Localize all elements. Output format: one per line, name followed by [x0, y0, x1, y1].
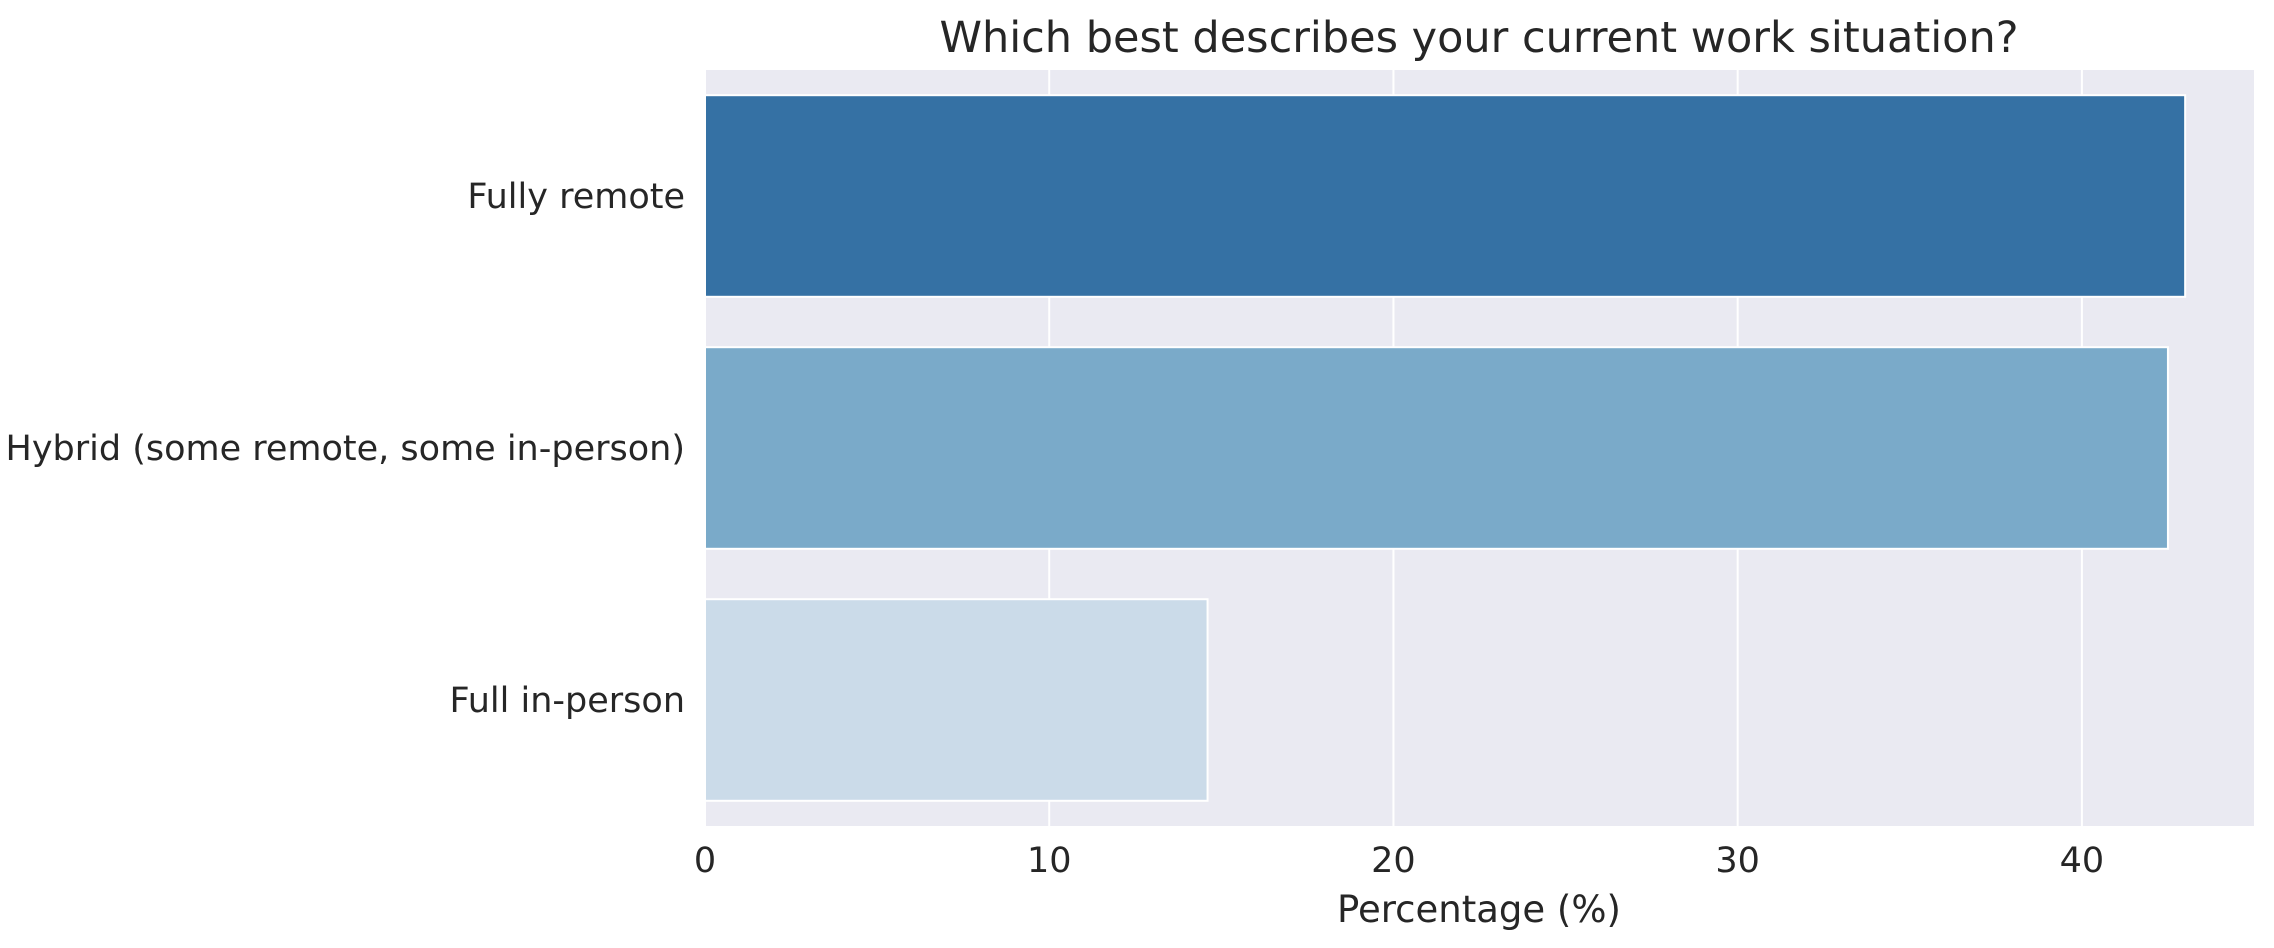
x-tick-label-0: 0 [694, 841, 716, 881]
bar-1 [704, 346, 2169, 550]
x-tick-label-1: 10 [1027, 841, 1072, 881]
category-label-0: Fully remote [467, 177, 685, 217]
category-labels: Fully remote Hybrid (some remote, some in… [6, 177, 686, 721]
chart-title: Which best describes your current work s… [939, 13, 2018, 63]
x-tick-labels: 0 10 20 30 40 [694, 841, 2104, 881]
x-axis-label: Percentage (%) [1337, 888, 1621, 931]
x-tick-label-3: 30 [1715, 841, 1760, 881]
x-tick-label-2: 20 [1371, 841, 1416, 881]
x-tick-label-4: 40 [2060, 841, 2105, 881]
bars [704, 94, 2187, 802]
bar-2 [704, 598, 1209, 802]
category-label-1: Hybrid (some remote, some in-person) [6, 429, 686, 469]
category-label-2: Full in-person [450, 681, 685, 721]
bar-0 [704, 94, 2187, 298]
